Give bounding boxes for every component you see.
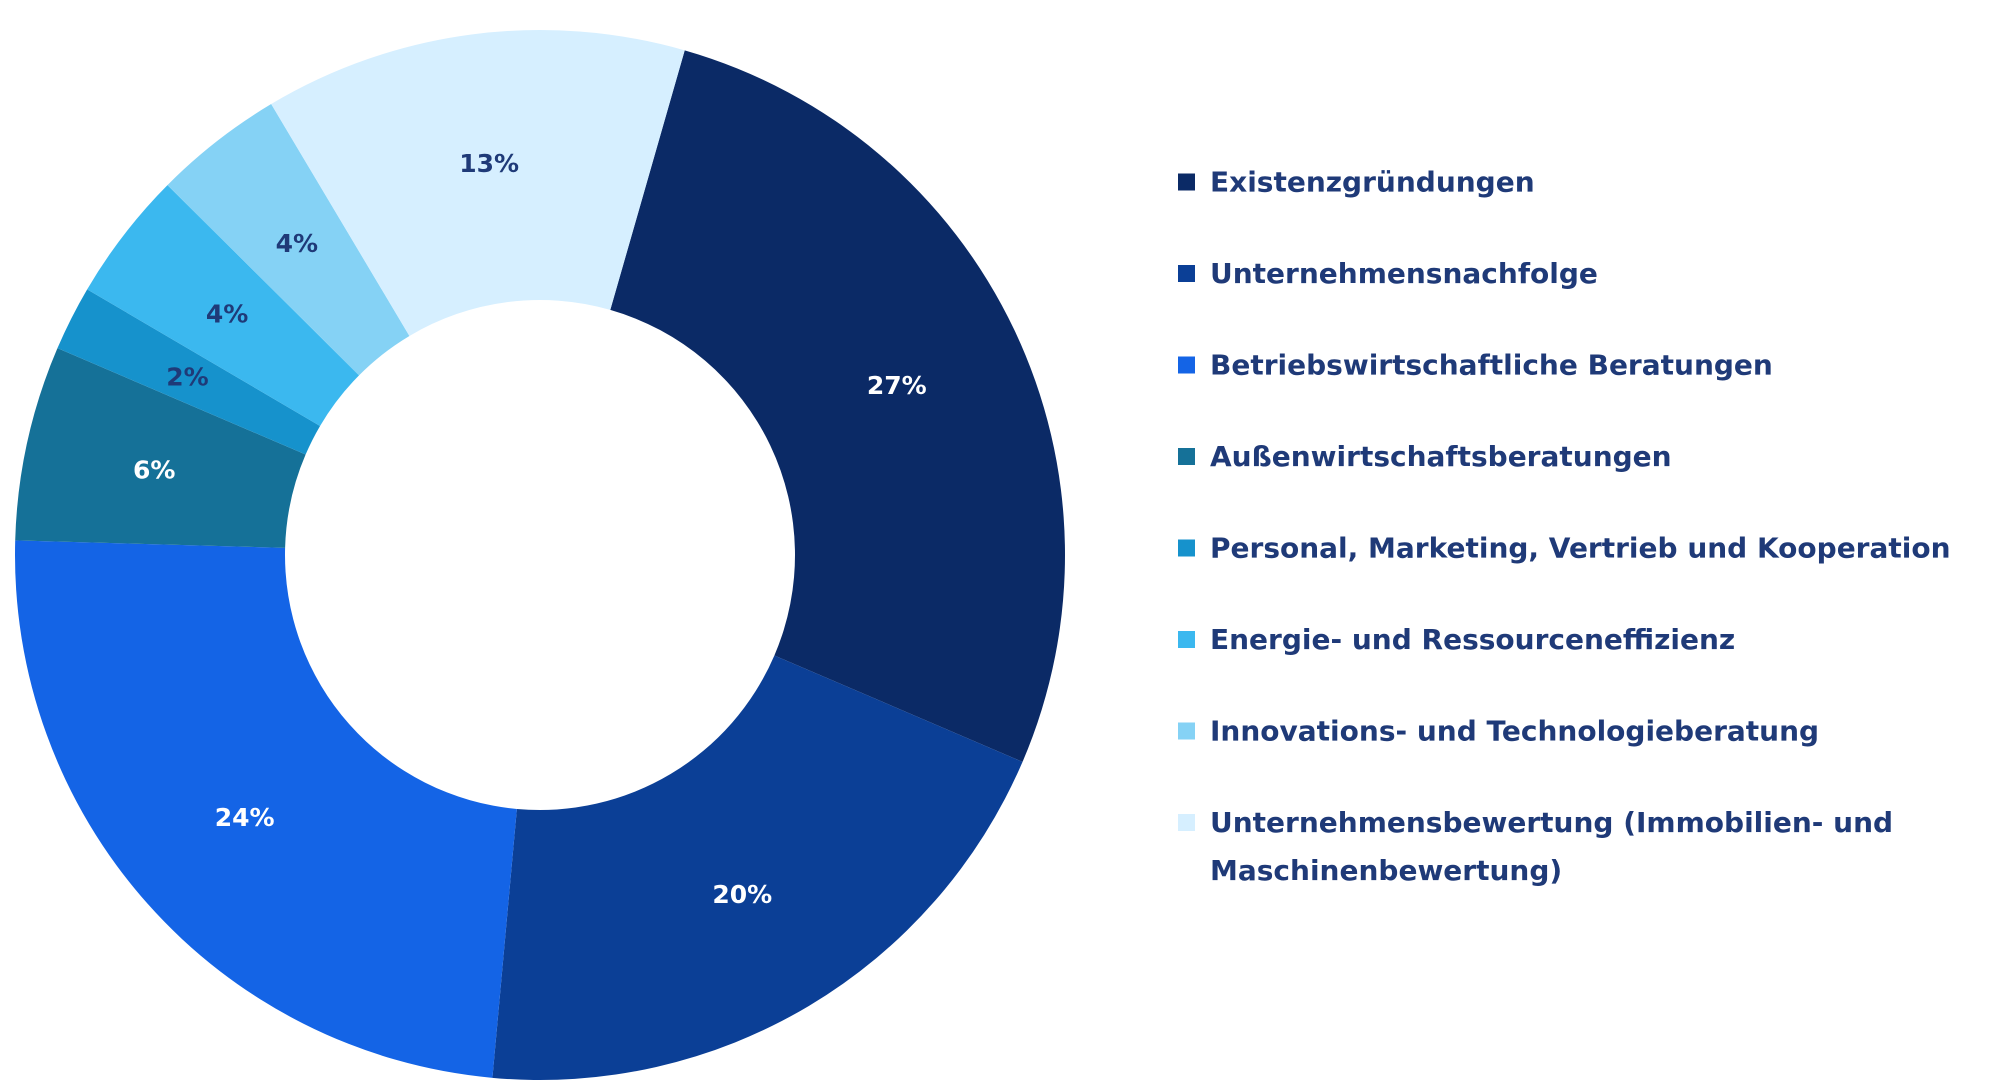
- slice-data-label: 20%: [712, 880, 772, 909]
- legend-item: Energie- und Ressourceneffizienz: [1178, 623, 1735, 656]
- legend-swatch: [1178, 448, 1195, 465]
- donut-slices: [14, 29, 1065, 1080]
- legend-item: Außenwirtschaftsberatungen: [1178, 440, 1672, 473]
- legend-label: Energie- und Ressourceneffizienz: [1210, 623, 1735, 656]
- slice-data-label: 13%: [459, 149, 519, 178]
- donut-slice: [15, 348, 306, 548]
- legend-swatch: [1178, 356, 1195, 374]
- slice-data-label: 2%: [166, 362, 208, 391]
- donut-slice: [87, 185, 360, 426]
- donut-slice: [57, 289, 321, 455]
- legend-label: Unternehmensnachfolge: [1210, 257, 1598, 290]
- donut-slice: [610, 50, 1065, 762]
- slice-data-label: 6%: [133, 456, 175, 485]
- legend-label: Personal, Marketing, Vertrieb und Kooper…: [1210, 532, 1951, 565]
- legend-item: Innovations- und Technologieberatung: [1178, 715, 1819, 748]
- legend-swatch: [1178, 173, 1195, 191]
- donut-slice: [492, 655, 1023, 1080]
- legend-item: Unternehmensnachfolge: [1178, 257, 1598, 290]
- legend-label: Innovations- und Technologieberatung: [1210, 715, 1819, 748]
- slice-data-label: 4%: [206, 299, 248, 328]
- slice-data-label: 4%: [276, 229, 318, 258]
- legend-item: Unternehmensbewertung (Immobilien- und Ma…: [1178, 806, 1893, 887]
- legend-label: Existenzgründungen: [1210, 166, 1535, 199]
- legend-label: Maschinenbewertung): [1210, 854, 1562, 887]
- donut-slice: [271, 29, 685, 336]
- legend-label: Außenwirtschaftsberatungen: [1210, 440, 1672, 473]
- slice-data-label: 24%: [215, 803, 275, 832]
- legend-swatch: [1178, 265, 1195, 282]
- legend-swatch: [1178, 631, 1195, 648]
- legend-swatch: [1178, 814, 1195, 831]
- legend: Existenzgründungen Unternehmensnachfolge B…: [1178, 166, 1951, 887]
- donut-slice: [167, 104, 410, 376]
- legend-item: Personal, Marketing, Vertrieb und Kooper…: [1178, 532, 1951, 565]
- slice-labels: 27% 20% 24% 6% 2% 4% 4% 13%: [133, 149, 927, 909]
- legend-label: Unternehmensbewertung (Immobilien- und: [1210, 806, 1893, 839]
- legend-swatch: [1178, 539, 1195, 557]
- legend-item: Existenzgründungen: [1178, 166, 1535, 199]
- legend-label: Betriebswirtschaftliche Beratungen: [1210, 349, 1773, 382]
- donut-slice: [14, 540, 517, 1078]
- legend-item: Betriebswirtschaftliche Beratungen: [1178, 349, 1773, 382]
- slice-data-label: 27%: [867, 371, 927, 400]
- legend-swatch: [1178, 722, 1195, 740]
